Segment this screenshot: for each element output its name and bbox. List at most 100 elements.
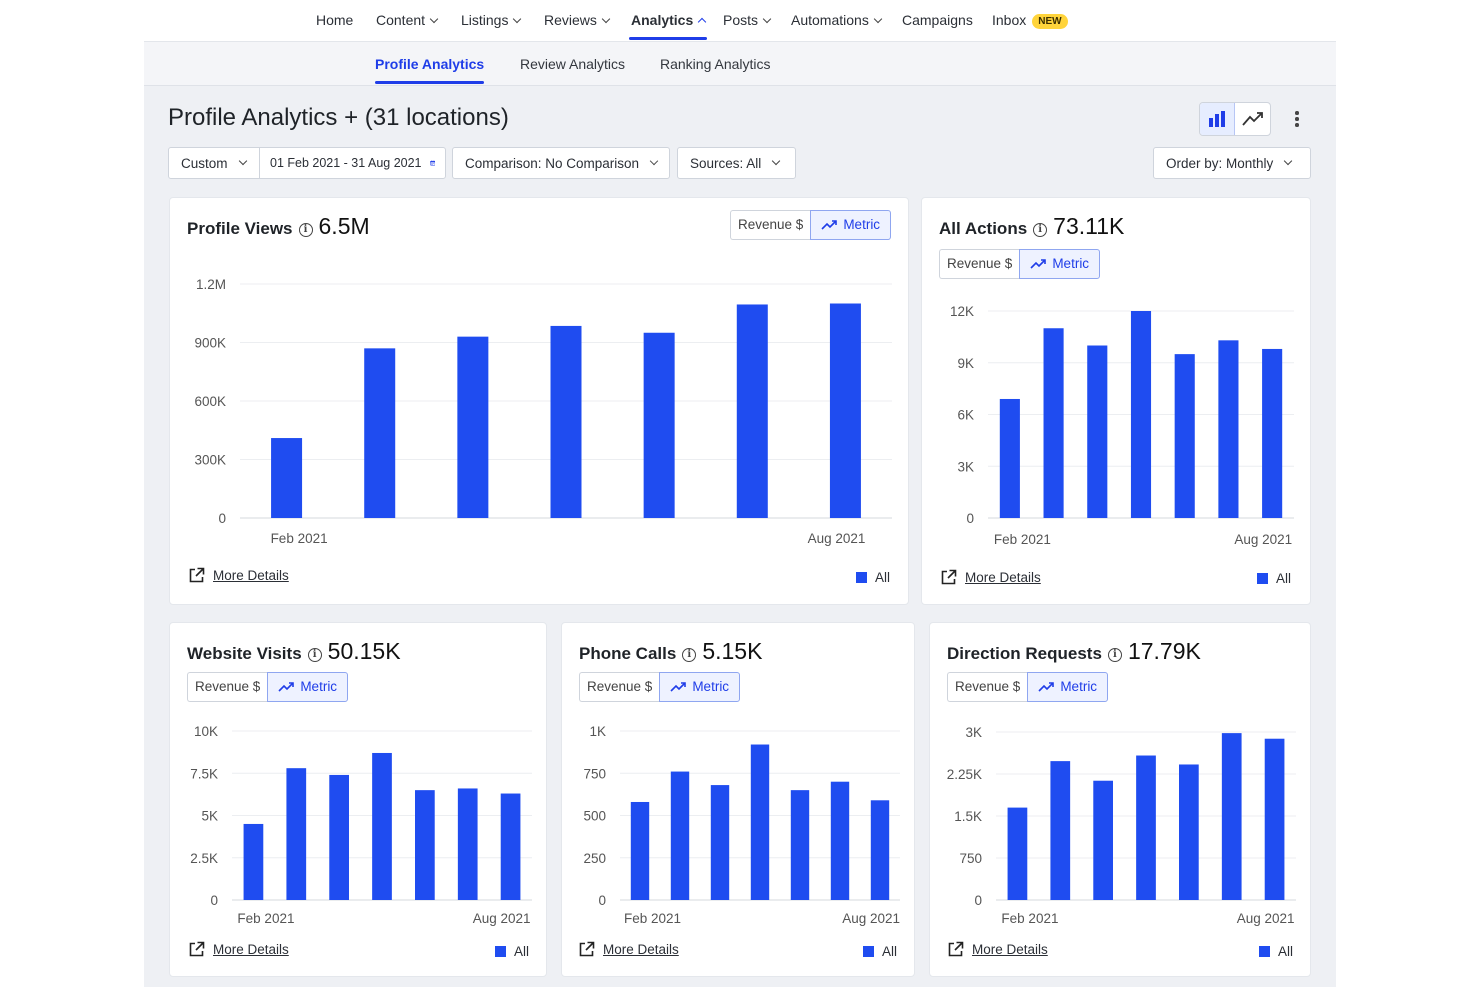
- more-details-label: More Details: [213, 568, 289, 583]
- y-tick-label: 10K: [194, 724, 218, 739]
- card-header: All Actions i 73.11K: [939, 213, 1124, 240]
- x-tick-label: Feb 2021: [237, 911, 294, 926]
- metric-button[interactable]: Metric: [1019, 249, 1101, 279]
- y-tick-label: 7.5K: [190, 766, 218, 781]
- sources-select-value: Sources: All: [690, 155, 762, 171]
- more-details-link[interactable]: More Details: [188, 941, 289, 958]
- info-icon[interactable]: i: [298, 223, 313, 237]
- nav-content[interactable]: Content: [376, 0, 439, 42]
- bar-chart-icon: [1209, 111, 1225, 127]
- more-details-link[interactable]: More Details: [940, 569, 1041, 586]
- range-select[interactable]: Custom: [168, 147, 260, 179]
- nav-listings[interactable]: Listings: [461, 0, 522, 42]
- more-details-link[interactable]: More Details: [947, 941, 1048, 958]
- more-details-label: More Details: [972, 942, 1048, 957]
- y-tick-label: 12K: [950, 304, 974, 319]
- metric-button-label: Metric: [1060, 679, 1098, 694]
- metric-button[interactable]: Metric: [267, 672, 349, 702]
- chevron-down-icon: [649, 156, 659, 166]
- revenue-button[interactable]: Revenue $: [939, 249, 1020, 279]
- y-tick-label: 0: [210, 893, 218, 908]
- nav-home[interactable]: Home: [316, 0, 353, 42]
- nav-automations[interactable]: Automations: [791, 0, 883, 42]
- metric-button[interactable]: Metric: [1027, 672, 1109, 702]
- nav-posts-label: Posts: [723, 12, 759, 28]
- chevron-down-icon: [238, 156, 247, 166]
- date-range-input[interactable]: 01 Feb 2021 - 31 Aug 2021: [259, 147, 446, 179]
- x-tick-label: Aug 2021: [1237, 911, 1295, 926]
- sources-select[interactable]: Sources: All: [677, 147, 796, 179]
- direction-requests-chart: 0 750 1.5K 2.25K 3K Feb 2021 Aug 2021: [947, 725, 1296, 926]
- legend-swatch: [1257, 573, 1268, 584]
- y-tick-label: 750: [959, 851, 982, 866]
- card-total-value: 5.15K: [702, 638, 763, 664]
- more-options-icon[interactable]: [1287, 106, 1307, 132]
- chart-legend: All: [495, 944, 529, 959]
- card-title: All Actions: [939, 219, 1028, 238]
- nav-inbox-label: Inbox: [992, 12, 1027, 28]
- legend-swatch: [1259, 946, 1270, 957]
- revenue-metric-toggle: Revenue $ Metric: [939, 249, 1101, 279]
- y-tick-label: 0: [966, 511, 974, 526]
- bar: [790, 790, 810, 900]
- revenue-metric-toggle: Revenue $ Metric: [187, 672, 349, 702]
- nav-campaigns-label: Campaigns: [902, 12, 973, 28]
- y-tick-label: 0: [974, 893, 982, 908]
- nav-reviews[interactable]: Reviews: [544, 0, 611, 42]
- metric-button[interactable]: Metric: [659, 672, 741, 702]
- trend-line-icon: [278, 682, 295, 692]
- x-tick-label: Aug 2021: [473, 911, 531, 926]
- tab-profile-analytics[interactable]: Profile Analytics: [375, 42, 485, 86]
- bar: [372, 752, 392, 900]
- bar: [736, 304, 768, 518]
- revenue-button[interactable]: Revenue $: [947, 672, 1028, 702]
- card-title: Direction Requests: [947, 644, 1102, 663]
- bar-chart-view-button[interactable]: [1200, 103, 1236, 135]
- analytics-subnav: Profile Analytics Review Analytics Ranki…: [144, 42, 1336, 86]
- card-header: Phone Calls i 5.15K: [579, 638, 762, 665]
- y-tick-label: 6K: [957, 408, 974, 423]
- bar: [999, 398, 1020, 518]
- nav-listings-label: Listings: [461, 12, 509, 28]
- line-chart-view-button[interactable]: [1235, 103, 1270, 135]
- chevron-down-icon: [873, 14, 883, 24]
- tab-ranking-analytics[interactable]: Ranking Analytics: [660, 56, 771, 72]
- revenue-button[interactable]: Revenue $: [730, 210, 811, 240]
- info-icon[interactable]: i: [1107, 648, 1122, 662]
- nav-posts[interactable]: Posts: [723, 0, 772, 42]
- info-icon[interactable]: i: [682, 648, 697, 662]
- legend-label: All: [1276, 571, 1292, 586]
- nav-campaigns[interactable]: Campaigns: [902, 0, 973, 42]
- x-tick-label: Aug 2021: [842, 911, 900, 926]
- range-select-value: Custom: [181, 155, 228, 171]
- revenue-button[interactable]: Revenue $: [187, 672, 268, 702]
- bar: [286, 768, 307, 900]
- nav-inbox[interactable]: Inbox NEW: [992, 0, 1068, 42]
- bar: [1221, 733, 1242, 900]
- all-actions-card: All Actions i 73.11K Revenue $ Metric 0 3K 6…: [921, 197, 1311, 605]
- bar: [750, 744, 770, 900]
- info-icon[interactable]: i: [1033, 223, 1048, 237]
- phone-calls-chart: 0 250 500 750 1K Feb 2021 Aug 2021: [583, 724, 900, 926]
- bar: [415, 790, 435, 900]
- trend-line-icon: [1241, 112, 1263, 126]
- order-by-select[interactable]: Order by: Monthly: [1153, 147, 1311, 179]
- card-title: Profile Views: [187, 219, 293, 238]
- card-total-value: 73.11K: [1053, 213, 1125, 239]
- revenue-button[interactable]: Revenue $: [579, 672, 660, 702]
- more-details-link[interactable]: More Details: [188, 567, 289, 584]
- trend-line-icon: [821, 220, 838, 230]
- comparison-select[interactable]: Comparison: No Comparison: [452, 147, 670, 179]
- metric-button[interactable]: Metric: [810, 210, 892, 240]
- bar: [670, 771, 690, 900]
- calendar-icon: [429, 160, 435, 166]
- bar: [1179, 764, 1199, 900]
- card-title: Website Visits: [187, 644, 302, 663]
- legend-label: All: [882, 944, 898, 959]
- nav-analytics[interactable]: Analytics: [628, 0, 708, 42]
- y-tick-label: 300K: [194, 453, 226, 468]
- y-tick-label: 500: [583, 809, 606, 824]
- more-details-link[interactable]: More Details: [578, 941, 679, 958]
- tab-review-analytics[interactable]: Review Analytics: [520, 56, 626, 72]
- info-icon[interactable]: i: [307, 648, 322, 662]
